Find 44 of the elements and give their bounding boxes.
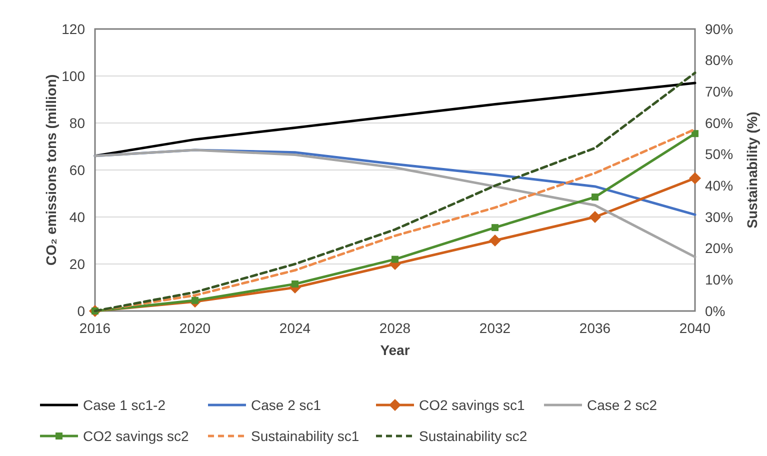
y2-tick-label: 40% [705, 178, 734, 194]
x-tick-label: 2016 [79, 320, 111, 336]
y2-tick-label: 70% [705, 84, 734, 100]
point [489, 234, 501, 246]
x-tick-label: 2020 [179, 320, 211, 336]
y-tick-label: 20 [69, 256, 86, 272]
y-axis-title: CO₂ emissions tons (million) [43, 74, 59, 266]
point [492, 224, 498, 232]
y-tick-label: 80 [69, 114, 86, 131]
y2-tick-label: 90% [705, 20, 734, 37]
legend-label: CO2 savings sc1 [419, 396, 526, 413]
y2-tick-label: 60% [705, 114, 734, 131]
x-tick-label: 2040 [679, 320, 711, 336]
legend-label: CO2 savings sc2 [83, 428, 190, 444]
y-tick-label: 60 [69, 162, 86, 178]
legend-label: Case 1 sc1-2 [83, 396, 166, 413]
x-tick-label: 2036 [579, 320, 611, 336]
y2-tick-label: 10% [705, 272, 734, 288]
point [692, 130, 698, 138]
legend-label: Case 2 sc1 [251, 396, 322, 413]
line-series [94, 148, 696, 258]
x-tick-label: 2028 [379, 320, 411, 336]
x-tick-label: 2032 [479, 320, 511, 336]
legend-label: Sustainability sc2 [419, 428, 528, 444]
y2-tick-label: 0% [705, 302, 726, 319]
point [592, 194, 598, 201]
point [392, 256, 398, 263]
legend-label: Sustainability sc1 [251, 428, 360, 444]
x-axis-title: Year [380, 342, 410, 358]
y-tick-label: 120 [62, 20, 86, 37]
point [689, 172, 701, 184]
y2-axis-title: Sustainability (%) [744, 112, 760, 228]
y2-tick-label: 20% [705, 240, 734, 256]
y-tick-label: 40 [69, 208, 86, 225]
x-tick-label: 2024 [279, 320, 311, 336]
y2-tick-label: 50% [705, 146, 734, 162]
line-series [94, 82, 696, 158]
point [292, 280, 298, 288]
legend-label: Case 2 sc2 [587, 396, 658, 413]
y-tick-label: 0 [77, 302, 86, 319]
y-tick-label: 100 [62, 68, 86, 84]
y2-tick-label: 30% [705, 208, 734, 225]
point [589, 211, 601, 223]
y2-tick-label: 80% [705, 52, 734, 68]
